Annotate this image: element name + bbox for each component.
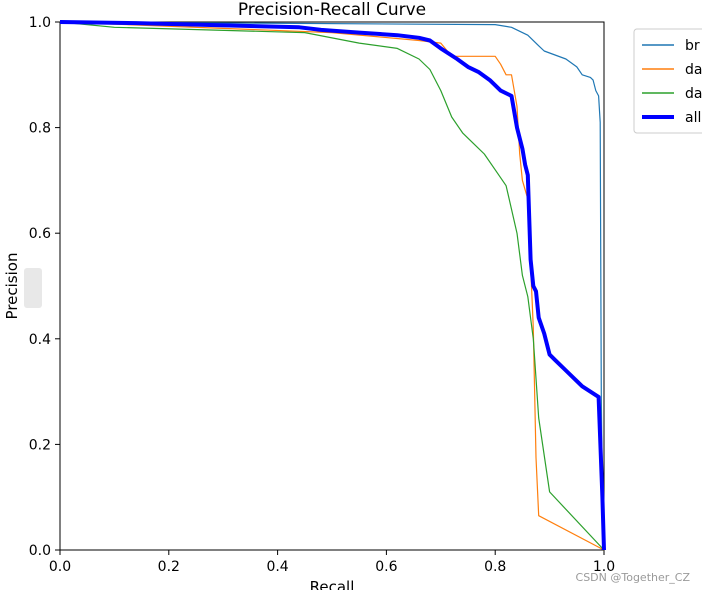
series-line-1 bbox=[59, 21, 605, 551]
y-tick-label: 0.8 bbox=[29, 121, 51, 137]
legend-label-0: br bbox=[685, 38, 700, 54]
x-tick-label: 0.8 bbox=[484, 559, 506, 575]
legend-label-3: all bbox=[685, 110, 701, 126]
x-tick-label: 0.2 bbox=[158, 559, 180, 575]
watermark: CSDN @Together_CZ bbox=[575, 571, 690, 584]
y-tick-label: 0.2 bbox=[29, 437, 51, 453]
y-axis-title: Precision bbox=[3, 253, 21, 320]
series-line-2 bbox=[59, 21, 605, 551]
series-layer bbox=[59, 20, 606, 551]
x-axis-title: Recall bbox=[310, 578, 355, 590]
series-line-0 bbox=[59, 21, 605, 551]
legend-box bbox=[633, 28, 702, 134]
y-tick-label: 0.6 bbox=[29, 226, 51, 242]
legend: br da da all bbox=[633, 28, 702, 134]
plot-frame bbox=[59, 21, 605, 551]
legend-label-1: da bbox=[685, 62, 702, 78]
x-tick-label: 0.0 bbox=[49, 559, 71, 575]
ylabel-highlight-box bbox=[24, 268, 42, 308]
y-tick-label: 1.0 bbox=[29, 15, 51, 31]
y-tick-label: 0.0 bbox=[29, 543, 51, 559]
series-line-3 bbox=[59, 20, 606, 551]
x-tick-label: 0.6 bbox=[375, 559, 397, 575]
y-tick-label: 0.4 bbox=[29, 332, 51, 348]
chart-title: Precision-Recall Curve bbox=[238, 0, 426, 20]
x-tick-label: 0.4 bbox=[266, 559, 288, 575]
tick-layer: 0.0 0.2 0.4 0.6 0.8 1.0 0.0 0.2 0.4 0.6 0.8 1.0 bbox=[29, 15, 615, 575]
legend-label-2: da bbox=[685, 86, 702, 102]
x-tick-label: 1.0 bbox=[593, 559, 615, 575]
